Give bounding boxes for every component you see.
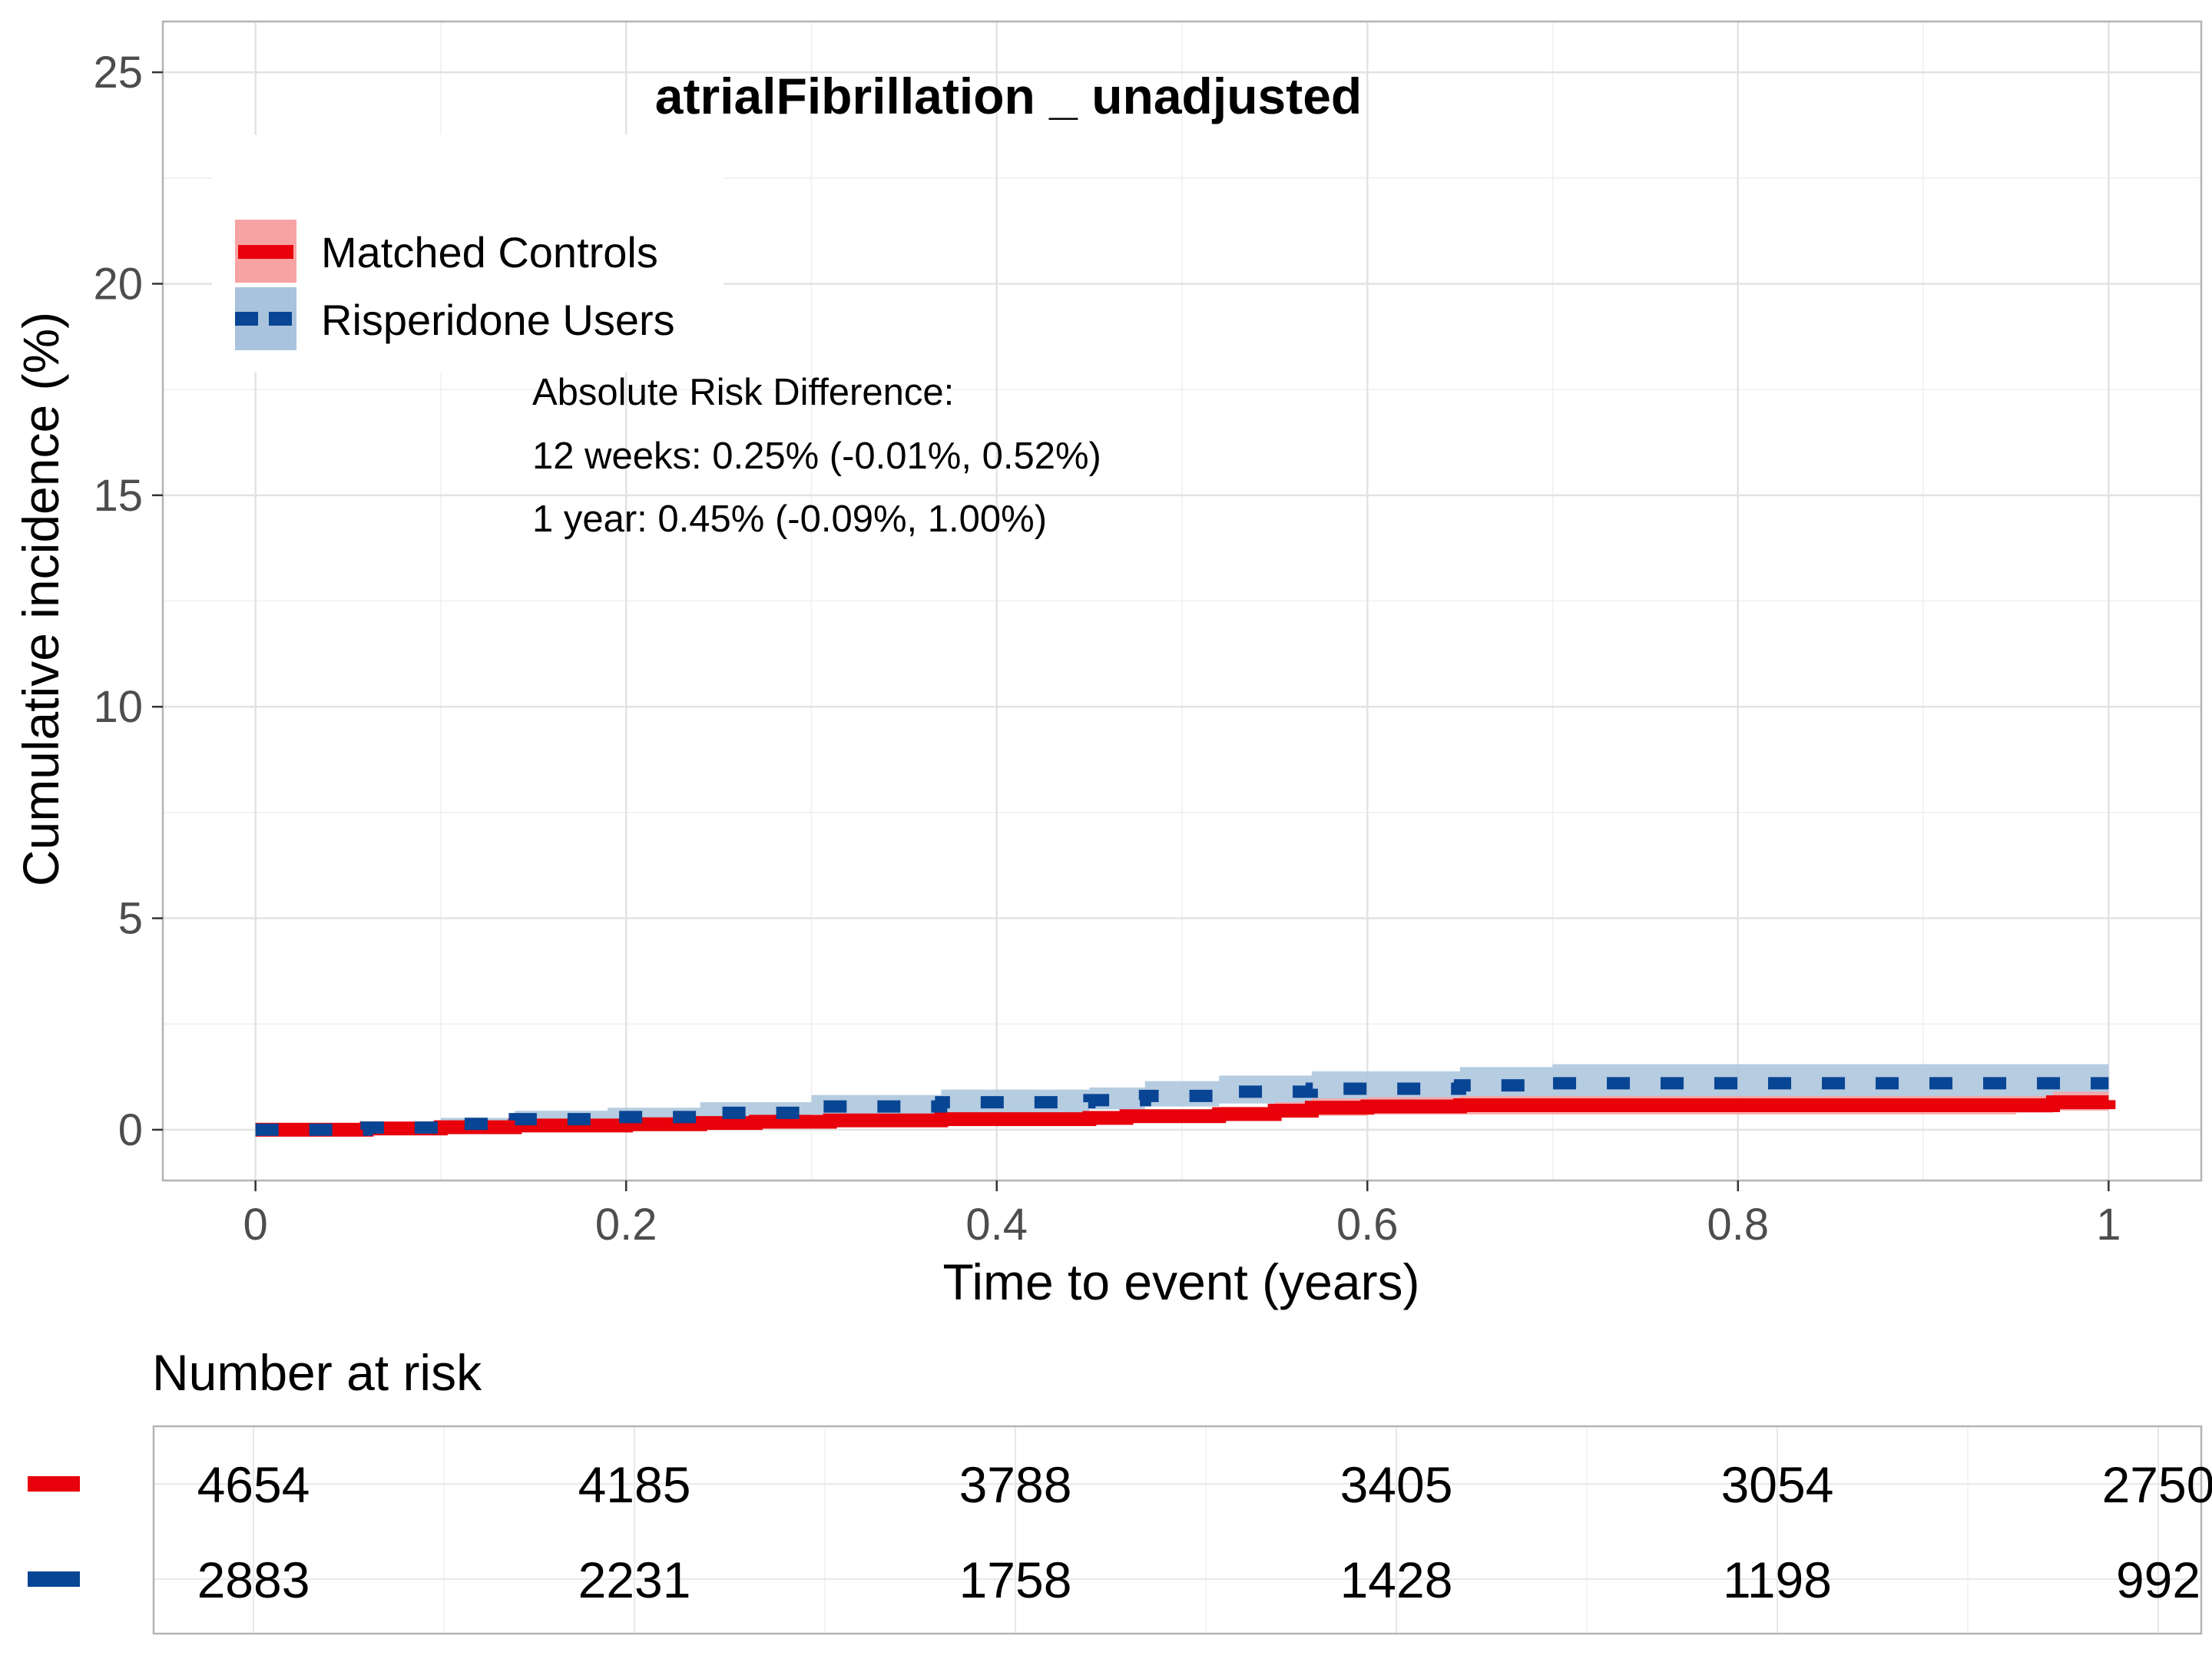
risk-table-grid (154, 1426, 2201, 1634)
annotation-line: 1 year: 0.45% (-0.09%, 1.00%) (532, 498, 1047, 540)
risk-table-keys (28, 1476, 80, 1587)
risk-cell: 4654 (197, 1456, 310, 1513)
chart-title: atrialFibrillation _ unadjusted (655, 68, 1362, 124)
legend-label: Matched Controls (321, 228, 658, 276)
legend-label: Risperidone Users (321, 296, 675, 344)
y-tick-label: 0 (118, 1105, 143, 1155)
x-tick-label: 0 (243, 1200, 268, 1250)
risk-cell: 3788 (959, 1456, 1072, 1513)
x-tick-label: 0.2 (595, 1200, 657, 1250)
y-axis: 0 5 10 15 20 25 (93, 48, 163, 1155)
annotation-line: 12 weeks: 0.25% (-0.01%, 0.52%) (532, 435, 1101, 477)
risk-cell: 3405 (1340, 1456, 1453, 1513)
legend-item-matched-controls: Matched Controls (235, 220, 658, 283)
x-axis: 0 0.2 0.4 0.6 0.8 1 (243, 1181, 2121, 1250)
risk-table-cells: 4654 4185 3788 3405 3054 2750 2883 2231 1758 1428… (197, 1456, 2212, 1608)
legend-background (212, 134, 724, 373)
y-tick-label: 10 (93, 682, 143, 732)
x-axis-title: Time to event (years) (942, 1253, 1419, 1310)
risk-cell: 3054 (1721, 1456, 1834, 1513)
x-tick-label: 0.6 (1336, 1200, 1399, 1250)
risk-table: Number at risk 4654 4185 3788 3405 3054 2750 2… (28, 1344, 2212, 1635)
y-tick-label: 5 (118, 894, 143, 944)
y-tick-label: 20 (93, 259, 143, 309)
y-axis-title: Cumulative incidence (%) (12, 312, 69, 886)
risk-cell: 1198 (1723, 1551, 1832, 1608)
plot-panel-border (161, 20, 2203, 1182)
risk-table-border (152, 1425, 2203, 1635)
x-tick-label: 0.8 (1707, 1200, 1769, 1250)
risk-table-title: Number at risk (152, 1344, 482, 1401)
confidence-band-risperidone-users (255, 1064, 2109, 1130)
minor-gridlines (163, 22, 2201, 1181)
legend-item-risperidone-users: Risperidone Users (235, 287, 675, 350)
y-tick-label: 25 (93, 48, 143, 98)
series-line-matched-controls (255, 1095, 2116, 1137)
risk-cell: 2750 (2102, 1456, 2212, 1513)
x-tick-label: 1 (2096, 1200, 2121, 1250)
risk-cell: 4185 (578, 1456, 691, 1513)
risk-cell: 1758 (959, 1551, 1072, 1608)
risk-cell: 2231 (578, 1551, 691, 1608)
annotation-line: Absolute Risk Difference: (532, 372, 954, 413)
risk-cell: 992 (2116, 1551, 2200, 1608)
y-tick-label: 15 (93, 471, 143, 521)
legend: Matched Controls Risperidone Users (212, 134, 724, 373)
risk-cell: 1428 (1340, 1551, 1453, 1608)
x-tick-label: 0.4 (965, 1200, 1028, 1250)
risk-difference-annotation: Absolute Risk Difference: 12 weeks: 0.25… (532, 372, 1101, 540)
incidence-lines (255, 1077, 2116, 1137)
risk-cell: 2883 (197, 1551, 310, 1608)
